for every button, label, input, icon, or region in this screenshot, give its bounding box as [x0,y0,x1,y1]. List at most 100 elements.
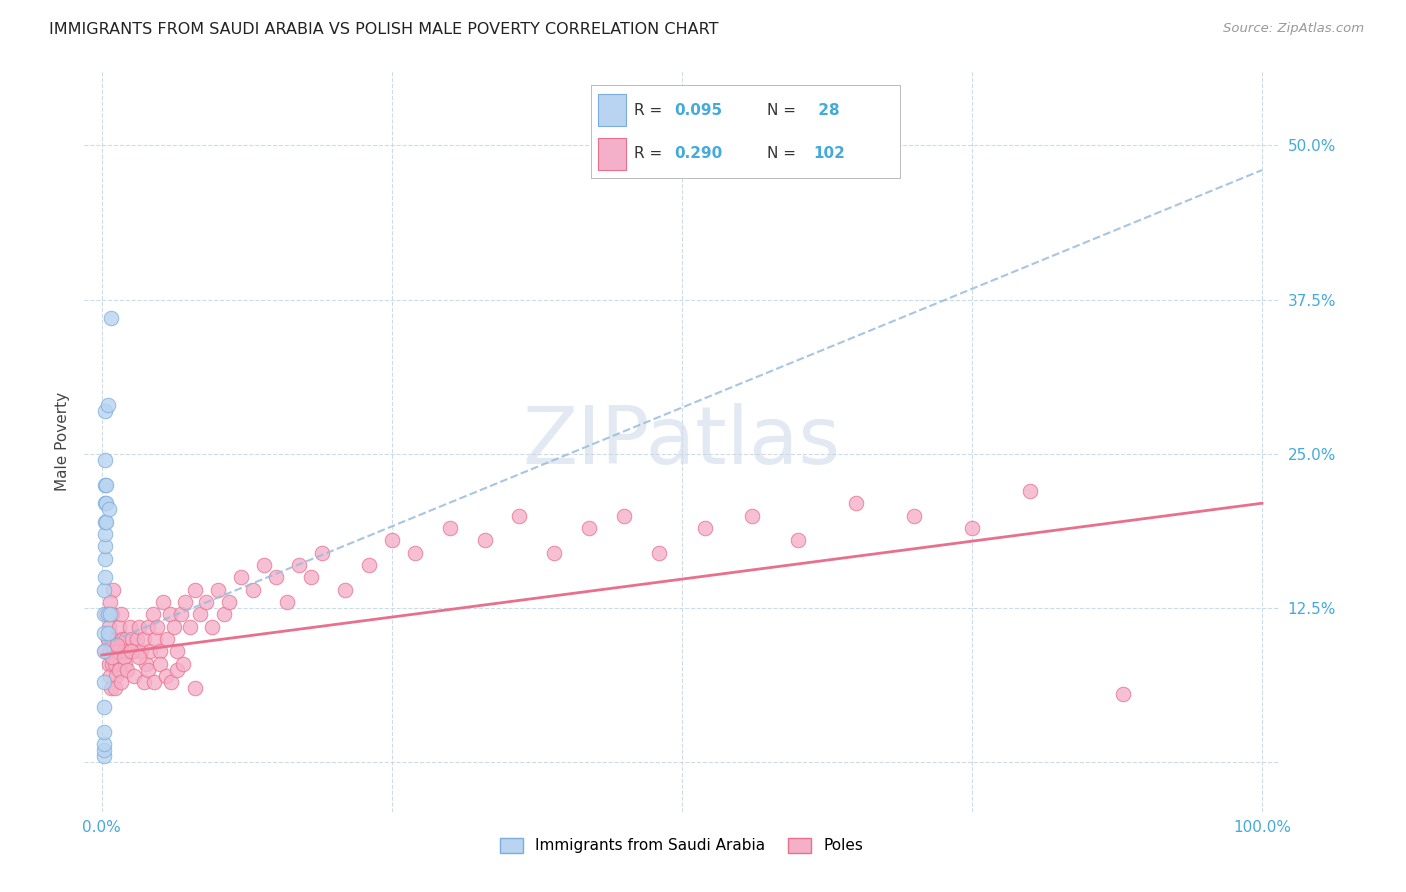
Point [179,619,201,633]
Point [93,582,115,597]
Text: R =: R = [634,103,666,118]
Point [94,496,117,510]
Point [93,675,115,690]
Point [114,657,136,671]
Point [97,619,120,633]
Point [94,570,117,584]
Point [143,675,166,690]
Point [152,595,174,609]
Text: IMMIGRANTS FROM SAUDI ARABIA VS POLISH MALE POVERTY CORRELATION CHART: IMMIGRANTS FROM SAUDI ARABIA VS POLISH M… [49,22,718,37]
Text: N =: N = [766,103,800,118]
Point [229,570,252,584]
Point [110,657,132,671]
Point [253,558,276,572]
Point [264,570,287,584]
Point [101,657,124,671]
Point [103,582,125,597]
Text: N =: N = [766,145,800,161]
Point [288,558,311,572]
Point [132,632,155,646]
FancyBboxPatch shape [599,95,626,126]
Point [136,663,159,677]
Point [94,403,117,417]
Point [1112,688,1135,702]
Text: 0.290: 0.290 [673,145,723,161]
Point [100,632,122,646]
Point [160,675,183,690]
Point [190,607,212,622]
Point [903,508,925,523]
Point [93,724,115,739]
Point [787,533,810,548]
Point [96,607,118,622]
Point [120,644,142,658]
Point [97,632,120,646]
Point [439,521,461,535]
Point [97,625,120,640]
Point [578,521,600,535]
Point [1019,483,1042,498]
Point [695,521,717,535]
Point [98,595,121,609]
Point [128,619,150,633]
Point [112,650,135,665]
Point [139,644,162,658]
Point [149,657,172,671]
Y-axis label: Male Poverty: Male Poverty [55,392,70,491]
Point [142,607,165,622]
Point [103,644,125,658]
Point [218,595,240,609]
Point [136,619,159,633]
Point [508,508,530,523]
Point [117,644,139,658]
Point [960,521,983,535]
Point [111,632,134,646]
Point [107,644,129,658]
Point [357,558,380,572]
Point [169,607,191,622]
Point [93,607,115,622]
Point [195,595,218,609]
Point [93,749,115,764]
Point [159,607,181,622]
Point [122,644,145,658]
Point [93,737,115,751]
Point [174,595,197,609]
Point [125,632,148,646]
Point [93,743,115,757]
Point [94,515,117,529]
Point [98,607,121,622]
Point [98,644,121,658]
Point [110,607,132,622]
Point [132,675,155,690]
Point [128,650,150,665]
Point [108,663,131,677]
Point [207,582,229,597]
FancyBboxPatch shape [599,138,626,170]
Point [98,669,121,683]
Point [104,669,127,683]
Point [108,619,131,633]
Point [311,546,333,560]
Point [105,638,128,652]
Point [105,632,128,646]
Point [97,502,120,516]
Text: 102: 102 [813,145,845,161]
Point [129,644,152,658]
Point [122,669,145,683]
Point [93,644,115,658]
Point [201,619,224,633]
Point [97,398,120,412]
Point [117,663,139,677]
Point [94,540,117,554]
Point [155,669,177,683]
Point [212,607,235,622]
Text: Source: ZipAtlas.com: Source: ZipAtlas.com [1223,22,1364,36]
Point [97,632,120,646]
Text: 28: 28 [813,103,839,118]
Point [103,657,125,671]
Point [96,477,118,491]
Point [381,533,404,548]
Point [149,644,172,658]
Point [93,625,115,640]
